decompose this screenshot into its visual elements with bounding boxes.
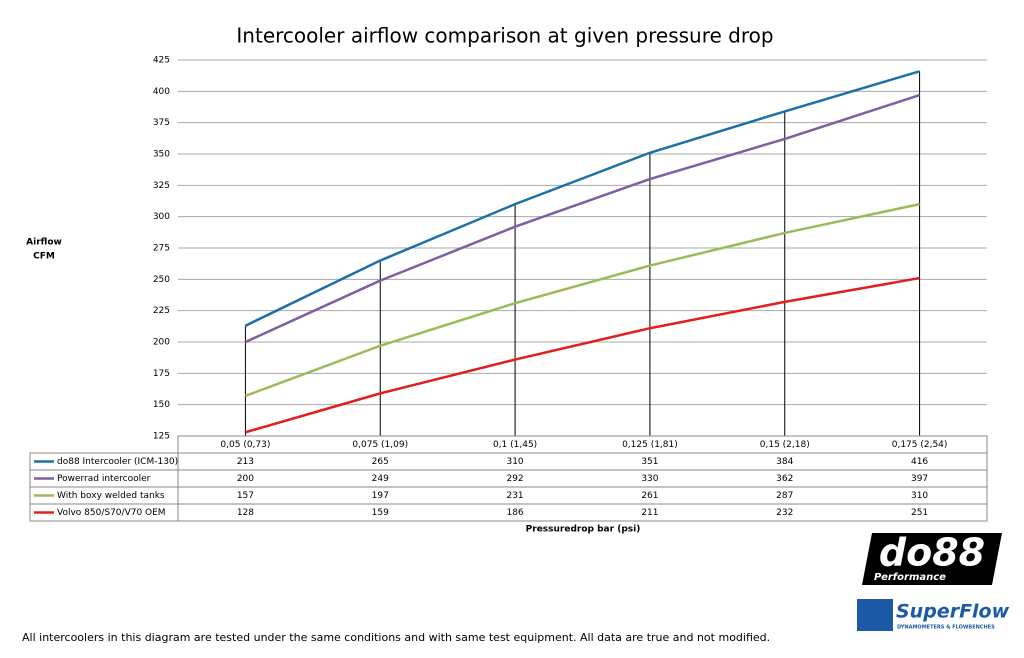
table-value: 261 (641, 491, 658, 501)
x-tick-label: 0,1 (1,45) (493, 440, 537, 450)
table-value: 362 (776, 474, 793, 484)
table-value: 159 (372, 508, 389, 518)
table-value: 200 (237, 474, 254, 484)
y-axis-label: CFM (33, 252, 55, 262)
chart-title: Intercooler airflow comparison at given … (236, 24, 773, 48)
table-value: 157 (237, 491, 254, 501)
table-value: 213 (237, 457, 254, 467)
do88-logo: do88 Performance (862, 531, 1002, 585)
x-tick-label: 0,05 (0,73) (220, 440, 270, 450)
x-axis-label: Pressuredrop bar (psi) (526, 525, 641, 535)
series-line (245, 276, 920, 434)
table-value: 232 (776, 508, 793, 518)
logo-text: do88 (879, 531, 985, 575)
series-line (244, 202, 920, 398)
table-value: 384 (776, 457, 793, 467)
x-tick-label: 0,075 (1,09) (352, 440, 408, 450)
table-value: 249 (372, 474, 389, 484)
y-tick-label: 175 (153, 369, 170, 379)
logo-subtext: Performance (874, 572, 946, 583)
legend-label: Powerrad intercooler (57, 474, 151, 484)
legend-label: With boxy welded tanks (57, 491, 165, 501)
y-tick-label: 325 (153, 181, 170, 191)
table-value: 287 (776, 491, 793, 501)
logo-icon (857, 599, 893, 631)
table-value: 330 (641, 474, 658, 484)
table-value: 416 (911, 457, 928, 467)
table-value: 128 (237, 508, 254, 518)
y-axis-label: Airflow (26, 238, 62, 248)
table-value: 197 (372, 491, 389, 501)
footer-note: All intercoolers in this diagram are tes… (22, 631, 770, 644)
legend-label: do88 Intercooler (ICM-130) (57, 457, 178, 467)
x-tick-label: 0,125 (1,81) (622, 440, 678, 450)
table-value: 251 (911, 508, 928, 518)
y-tick-label: 350 (153, 150, 170, 160)
y-tick-label: 250 (153, 275, 170, 285)
table-value: 310 (506, 457, 523, 467)
legend-label: Volvo 850/S70/V70 OEM (57, 508, 166, 518)
table-value: 186 (506, 508, 523, 518)
table-value: 231 (506, 491, 523, 501)
table-value: 310 (911, 491, 928, 501)
logo-subtext: DYNAMOMETERS & FLOWBENCHES (897, 625, 995, 631)
y-tick-label: 125 (153, 432, 170, 442)
table-border (177, 435, 988, 454)
superflow-logo: SuperFlow DYNAMOMETERS & FLOWBENCHES (857, 599, 1010, 631)
table-value: 351 (641, 457, 658, 467)
table-value: 211 (641, 508, 658, 518)
y-tick-label: 200 (153, 338, 170, 348)
logo-bg (862, 533, 1002, 585)
x-tick-label: 0,175 (2,54) (892, 440, 948, 450)
y-tick-label: 275 (153, 244, 170, 254)
series-line (244, 93, 920, 344)
series-line (244, 70, 920, 327)
table-value: 292 (506, 474, 523, 484)
y-tick-label: 300 (153, 212, 170, 222)
y-tick-label: 225 (153, 306, 170, 316)
y-tick-label: 425 (153, 56, 170, 66)
x-tick-label: 0,15 (2,18) (760, 440, 810, 450)
y-tick-label: 400 (153, 87, 170, 97)
y-tick-label: 375 (153, 118, 170, 128)
table-value: 265 (372, 457, 389, 467)
y-tick-label: 150 (153, 400, 170, 410)
table-value: 397 (911, 474, 928, 484)
logo-text: SuperFlow (896, 601, 1010, 623)
